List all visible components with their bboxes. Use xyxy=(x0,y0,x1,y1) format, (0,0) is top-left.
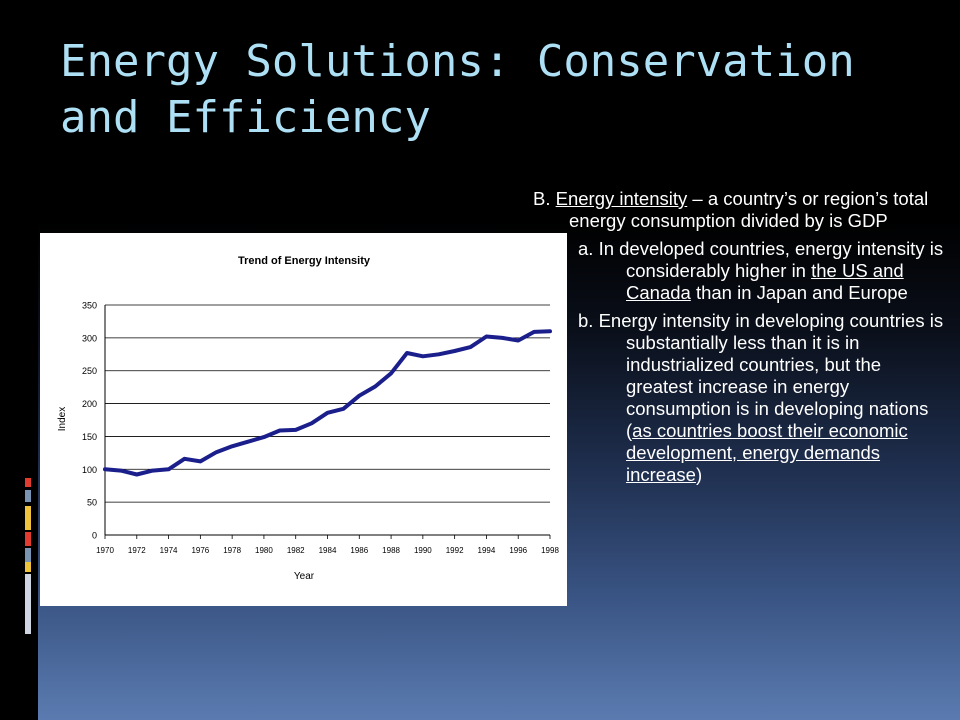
x-tick-label: 1982 xyxy=(287,546,305,555)
data-point xyxy=(310,421,314,425)
data-point xyxy=(182,457,187,461)
data-point xyxy=(230,444,234,448)
y-tick-label: 250 xyxy=(82,366,97,376)
data-point xyxy=(389,371,393,375)
x-tick-label: 1990 xyxy=(414,546,432,555)
x-tick-label: 1994 xyxy=(478,546,496,555)
y-tick-label: 0 xyxy=(92,531,97,541)
data-point xyxy=(516,338,520,343)
x-tick-label: 1988 xyxy=(382,546,400,555)
body-text: B. Energy intensity – a country’s or reg… xyxy=(533,188,953,492)
series-line xyxy=(103,329,552,477)
data-point xyxy=(198,459,202,463)
y-axis-label: Index xyxy=(57,407,68,431)
y-tick-label: 350 xyxy=(82,301,97,311)
energy-intensity-term: Energy intensity xyxy=(555,188,688,209)
y-tick-label: 150 xyxy=(82,432,97,442)
data-point xyxy=(103,467,107,471)
data-point xyxy=(135,472,139,477)
x-tick-label: 1970 xyxy=(96,546,114,555)
x-tick-label: 1992 xyxy=(446,546,464,555)
chart-title: Trend of Energy Intensity xyxy=(238,255,371,267)
us-canada-underlined: the US and Canada xyxy=(626,260,904,303)
data-point xyxy=(214,450,218,454)
data-point xyxy=(468,345,473,349)
paragraph-a-lead: a. In developed countries, energy intens… xyxy=(578,238,944,281)
paragraph-b-sub: b. Energy intensity in developing countr… xyxy=(533,310,953,486)
energy-intensity-chart: Trend of Energy Intensity Year Index 0 50… xyxy=(57,255,559,582)
y-tick-label: 100 xyxy=(82,465,97,475)
data-point xyxy=(166,467,171,471)
data-point xyxy=(437,352,441,356)
x-tick-label: 1976 xyxy=(191,546,209,555)
data-point xyxy=(278,428,282,433)
paragraph-b-sub-tail: ) xyxy=(695,464,703,485)
decoration-block xyxy=(25,574,31,634)
data-point xyxy=(246,440,250,444)
x-tick-label: 1998 xyxy=(541,546,559,555)
x-tick-label: 1984 xyxy=(319,546,337,555)
x-tick-label: 1974 xyxy=(160,546,178,555)
data-point xyxy=(532,330,536,334)
paragraph-a-tail: than in Japan and Europe xyxy=(690,282,908,303)
decoration-block xyxy=(25,478,31,487)
data-point xyxy=(500,336,504,340)
data-point xyxy=(294,428,298,432)
data-point xyxy=(262,435,266,439)
x-tick-label: 1980 xyxy=(255,546,273,555)
data-point xyxy=(373,384,377,389)
paragraph-b-definition: – a country’s or region’s total energy c… xyxy=(569,188,929,231)
data-point xyxy=(484,334,489,339)
paragraph-b-sub-lead: b. Energy intensity in developing countr… xyxy=(578,310,944,441)
data-point xyxy=(357,394,361,398)
decoration-block xyxy=(25,490,31,502)
x-tick-label: 1986 xyxy=(350,546,368,555)
chart-panel: Trend of Energy Intensity Year Index 0 50… xyxy=(40,233,567,606)
data-point xyxy=(405,351,409,355)
y-tick-label: 300 xyxy=(82,333,97,343)
paragraph-b: B. Energy intensity – a country’s or reg… xyxy=(533,188,953,232)
paragraph-b-lead: B. xyxy=(533,188,556,209)
decoration-block xyxy=(25,548,31,562)
data-point xyxy=(421,354,425,358)
x-tick-label: 1972 xyxy=(128,546,146,555)
y-tick-label: 50 xyxy=(87,498,97,508)
x-tick-label: 1978 xyxy=(223,546,241,555)
decoration-block xyxy=(25,562,31,572)
x-axis-label: Year xyxy=(294,571,315,582)
y-tick-label: 200 xyxy=(82,399,97,409)
development-underlined: as countries boost their economic develo… xyxy=(626,420,908,485)
decoration-block xyxy=(25,532,31,546)
paragraph-a: a. In developed countries, energy intens… xyxy=(533,238,953,304)
data-point xyxy=(151,469,155,473)
data-point xyxy=(548,329,552,333)
left-bar xyxy=(0,0,38,720)
slide-title: Energy Solutions: Conservation and Effic… xyxy=(60,36,855,143)
data-point xyxy=(119,469,123,473)
decoration-block xyxy=(25,506,31,530)
x-tick-label: 1996 xyxy=(509,546,527,555)
data-point xyxy=(325,411,330,415)
data-point xyxy=(341,407,345,411)
data-point xyxy=(453,349,457,353)
